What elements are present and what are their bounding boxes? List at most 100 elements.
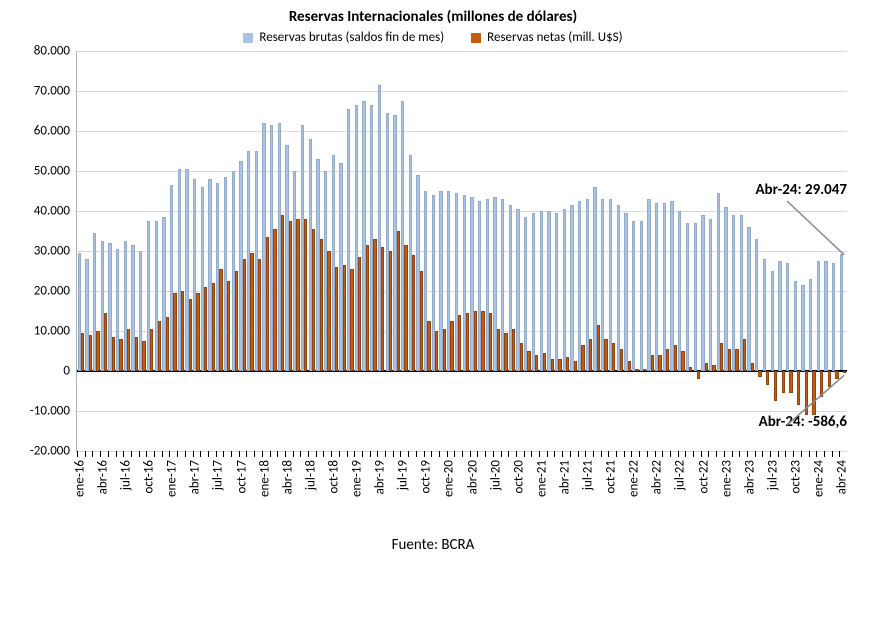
bar-netas <box>173 293 176 371</box>
x-axis-label: oct-20 <box>511 460 526 493</box>
bar-brutas <box>709 219 712 371</box>
bar-brutas <box>647 199 650 371</box>
bar-netas <box>104 313 107 371</box>
bar-netas <box>142 341 145 371</box>
bar-netas <box>774 371 777 401</box>
x-axis-label: ene-19 <box>350 460 365 497</box>
bar-netas <box>481 311 484 371</box>
y-tick-label: 80.000 <box>34 43 76 58</box>
bar-netas <box>235 271 238 371</box>
x-axis-label: ene-17 <box>165 460 180 497</box>
annotation-netas-last: Abr-24: -586,6 <box>759 413 847 431</box>
plot-area: Abr-24: 29.047 Abr-24: -586,6 <box>76 51 847 452</box>
x-axis-label: oct-17 <box>234 460 249 493</box>
bar-netas <box>628 361 631 371</box>
legend-item-brutas: Reservas brutas (saldos fin de mes) <box>243 30 444 45</box>
bar-netas <box>89 335 92 371</box>
bar-netas <box>397 231 400 371</box>
bar-netas <box>789 371 792 393</box>
bar-brutas <box>794 281 797 371</box>
bar-netas <box>296 219 299 371</box>
bar-netas <box>766 371 769 385</box>
x-axis-label: ene-23 <box>719 460 734 497</box>
x-axis-label: jul-19 <box>396 460 411 490</box>
bar-netas <box>258 259 261 371</box>
bar-netas <box>327 251 330 371</box>
bar-brutas <box>817 261 820 371</box>
chart-source: Fuente: BCRA <box>20 536 846 554</box>
bar-netas <box>373 239 376 371</box>
bar-brutas <box>755 239 758 371</box>
bar-brutas <box>786 263 789 371</box>
bar-netas <box>443 329 446 371</box>
x-axis-label: ene-22 <box>627 460 642 497</box>
bar-netas <box>420 271 423 371</box>
bar-netas <box>782 371 785 393</box>
bar-netas <box>512 329 515 371</box>
bar-netas <box>196 293 199 371</box>
bar-brutas <box>809 279 812 371</box>
bar-netas <box>320 239 323 371</box>
legend-swatch-netas <box>471 33 481 43</box>
chart-title: Reservas Internacionales (millones de dó… <box>20 8 846 26</box>
x-axis-label: oct-23 <box>788 460 803 493</box>
y-tick-label: 10.000 <box>34 323 76 338</box>
bar-netas <box>497 329 500 371</box>
bar-netas <box>227 281 230 371</box>
bar-netas <box>158 321 161 371</box>
y-tick-label: 20.000 <box>34 283 76 298</box>
bar-brutas <box>724 207 727 371</box>
bar-brutas <box>840 254 843 370</box>
y-tick-label: 0 <box>63 363 76 378</box>
x-axis-label: abr-22 <box>650 460 665 494</box>
bar-netas <box>805 371 808 415</box>
grid-line <box>77 171 847 172</box>
bar-netas <box>412 255 415 371</box>
x-axis-label: ene-16 <box>72 460 87 497</box>
x-axis-label: jul-20 <box>488 460 503 490</box>
bar-netas <box>635 369 638 371</box>
bar-netas <box>674 345 677 371</box>
bar-netas <box>828 371 831 387</box>
bar-netas <box>589 339 592 371</box>
x-axis-label: abr-18 <box>280 460 295 494</box>
annotation-brutas-last: Abr-24: 29.047 <box>755 181 847 199</box>
bar-netas <box>474 311 477 371</box>
bar-netas <box>604 339 607 371</box>
bar-netas <box>389 251 392 371</box>
chart-frame: Reservas Internacionales (millones de dó… <box>0 0 876 621</box>
bar-netas <box>581 345 584 371</box>
bar-brutas <box>655 203 658 371</box>
x-axis-label: oct-16 <box>142 460 157 493</box>
bar-netas <box>304 219 307 371</box>
y-tick-label: 30.000 <box>34 243 76 258</box>
bar-netas <box>450 321 453 371</box>
x-axis-label: abr-23 <box>742 460 757 494</box>
x-axis-label: abr-21 <box>557 460 572 494</box>
bar-netas <box>96 331 99 371</box>
legend-swatch-brutas <box>243 33 253 43</box>
bar-netas <box>366 245 369 371</box>
x-axis-label: jul-18 <box>303 460 318 490</box>
x-axis-label: oct-18 <box>326 460 341 493</box>
bar-brutas <box>547 211 550 371</box>
grid-line <box>77 91 847 92</box>
legend-label-brutas: Reservas brutas (saldos fin de mes) <box>259 30 444 45</box>
bar-netas <box>243 259 246 371</box>
bar-netas <box>743 339 746 371</box>
bar-netas <box>273 229 276 371</box>
bar-netas <box>574 361 577 371</box>
bar-netas <box>835 371 838 379</box>
bar-netas <box>681 351 684 371</box>
y-tick-label: 60.000 <box>34 123 76 138</box>
x-axis-label: oct-21 <box>604 460 619 493</box>
x-axis-label: abr-17 <box>188 460 203 494</box>
bar-brutas <box>747 227 750 371</box>
bar-netas <box>204 287 207 371</box>
bar-netas <box>558 359 561 371</box>
bar-netas <box>181 291 184 371</box>
bar-brutas <box>663 203 666 371</box>
x-axis-label: jul-21 <box>581 460 596 490</box>
bar-netas <box>735 349 738 371</box>
x-axis-label: abr-16 <box>95 460 110 494</box>
